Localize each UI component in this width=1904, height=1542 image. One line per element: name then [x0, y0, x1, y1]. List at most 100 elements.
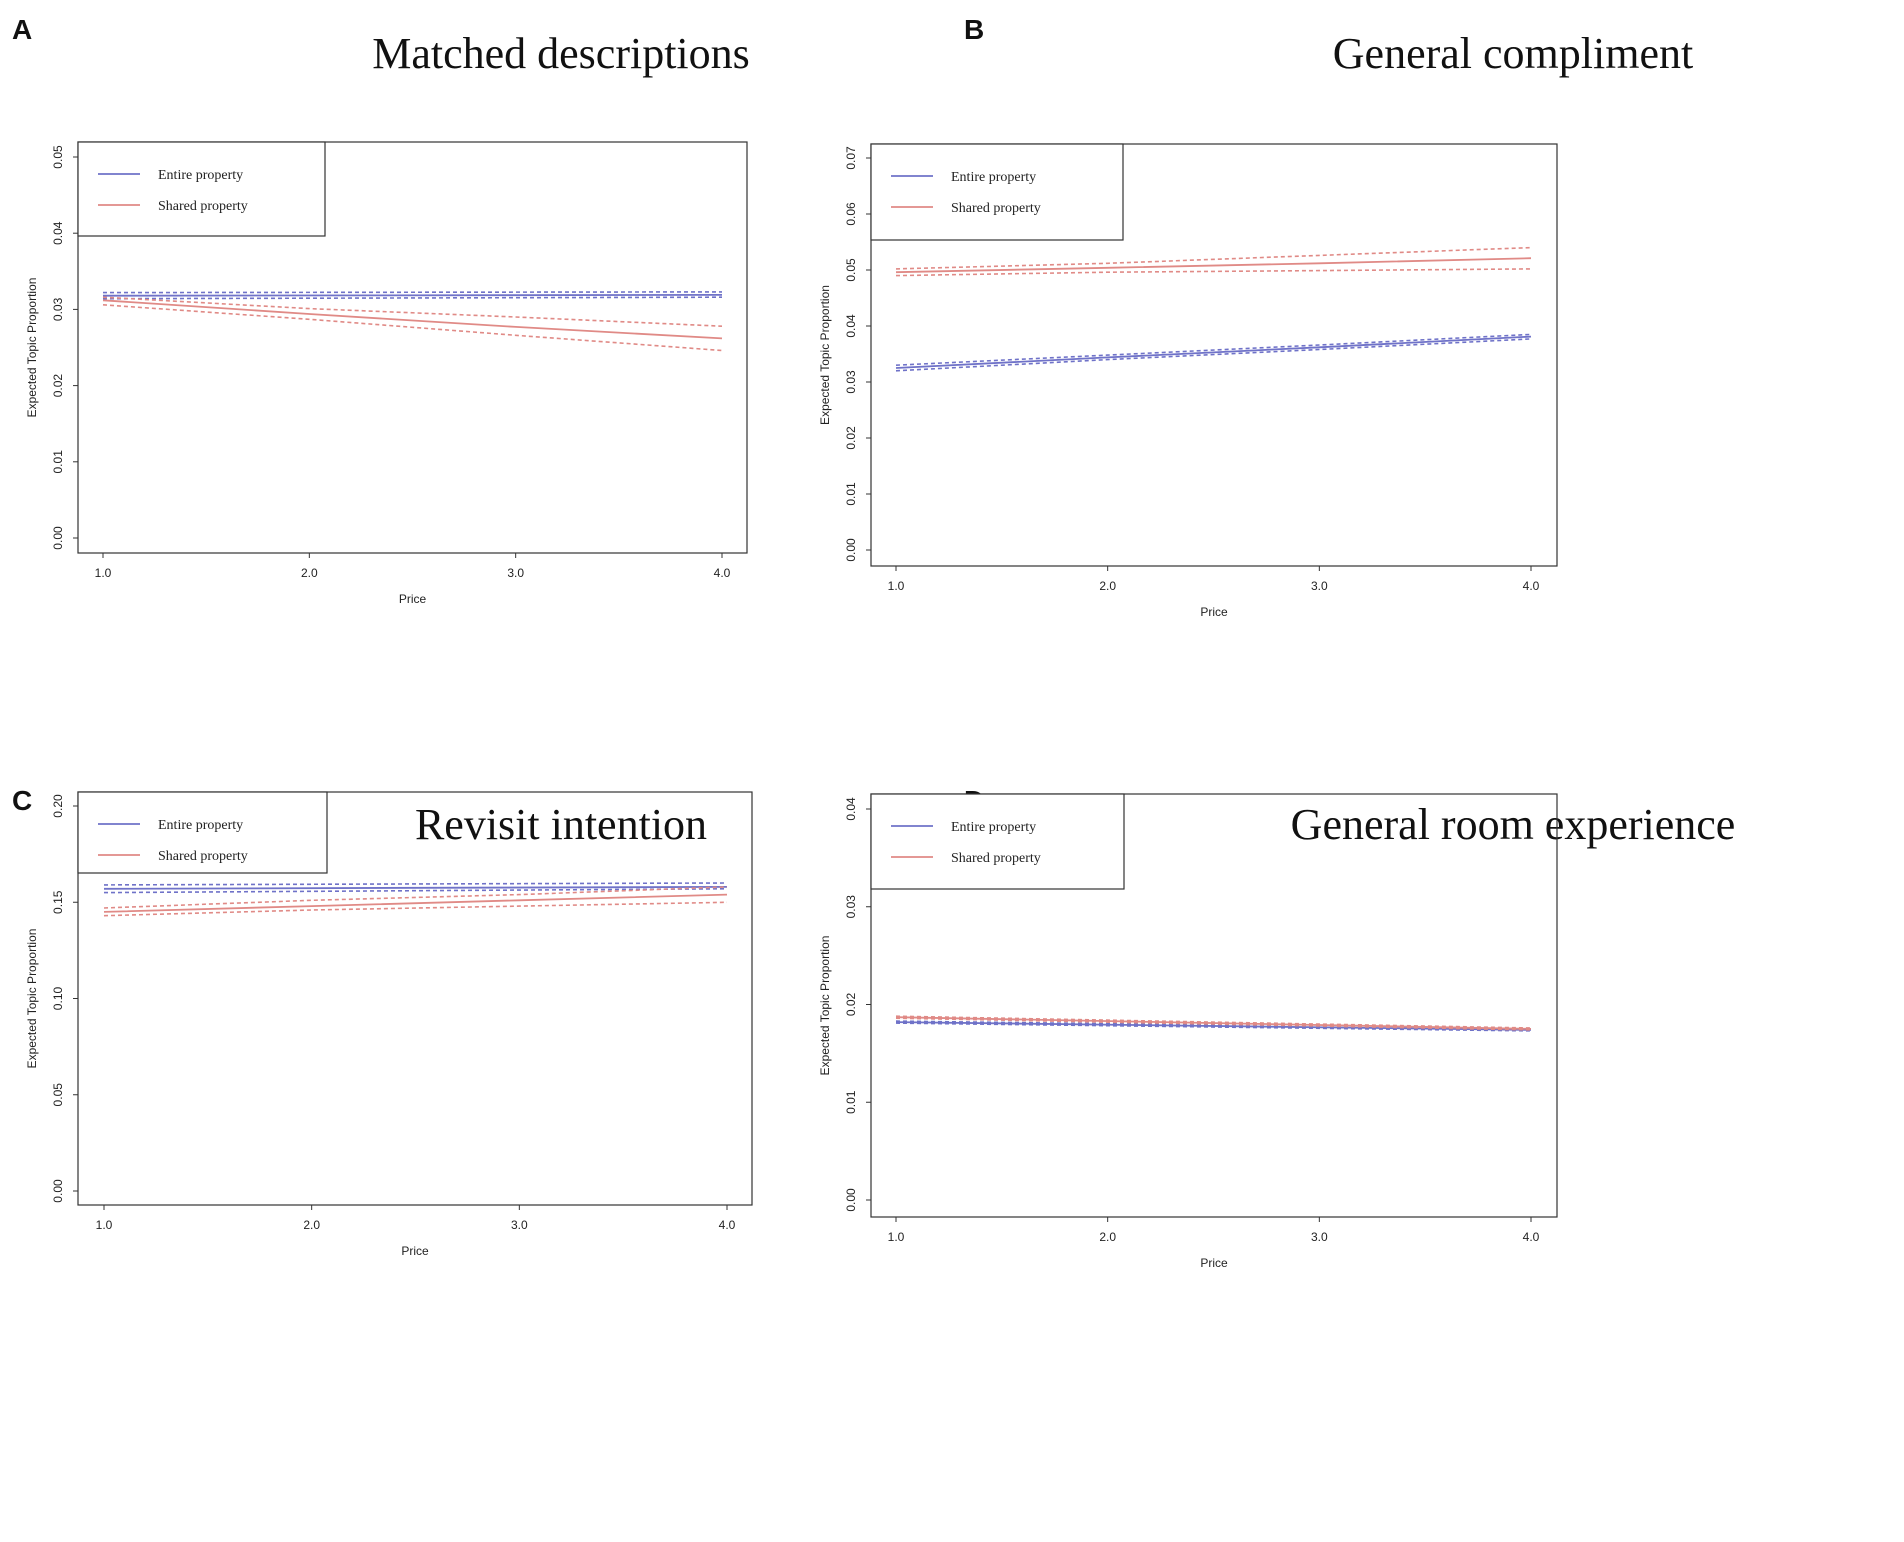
y-tick-label: 0.00	[51, 1179, 65, 1203]
lower-bound-line	[102, 296, 723, 300]
series-line	[895, 257, 1532, 274]
series-line	[103, 886, 728, 890]
lower-bound-line	[895, 268, 1532, 277]
panel-letter: C	[12, 785, 33, 816]
x-tick-label: 3.0	[1311, 579, 1328, 593]
x-tick-label: 3.0	[511, 1218, 528, 1232]
plot-frame	[870, 793, 1558, 1218]
chart-title: Revisit intention	[414, 800, 708, 849]
y-tick-label: 0.01	[844, 482, 858, 506]
x-tick-label: 1.0	[888, 579, 905, 593]
upper-bound-line	[895, 1015, 1532, 1029]
x-tick-label: 2.0	[1099, 1230, 1116, 1244]
y-tick-label: 0.02	[844, 426, 858, 450]
legend-box	[77, 791, 328, 874]
x-tick-label: 2.0	[303, 1218, 320, 1232]
y-tick-label: 0.07	[844, 146, 858, 170]
panel-b: B General compliment 1.0 2.0 3.0 4.0 0.00 0.0…	[818, 0, 1904, 771]
panel-letter: A	[12, 14, 33, 45]
lower-bound-line	[895, 338, 1532, 372]
x-tick-label: 1.0	[96, 1218, 113, 1232]
x-tick-label: 4.0	[719, 1218, 736, 1232]
x-tick-label: 1.0	[888, 1230, 905, 1244]
y-tick-label: 0.05	[51, 1083, 65, 1107]
y-tick-label: 0.05	[844, 258, 858, 282]
y-tick-label: 0.03	[51, 297, 65, 321]
chart-title: Matched descriptions	[372, 29, 750, 78]
legend-label: Entire property	[951, 170, 1036, 185]
y-axis-label: Expected Topic Proportion	[25, 929, 39, 1069]
x-tick-label: 1.0	[95, 566, 112, 580]
chart-general-room-experience: 1.0 2.0 3.0 4.0 0.00 0.01 0.02 0.03 0.04 Price Exp…	[818, 793, 1558, 1270]
series-line	[895, 1021, 1532, 1031]
y-tick-label: 0.02	[844, 992, 858, 1016]
y-tick-label: 0.04	[51, 221, 65, 245]
y-tick-label: 0.01	[844, 1090, 858, 1114]
chart-title: General room experience	[1290, 800, 1736, 849]
y-axis-label: Expected Topic Proportion	[818, 285, 832, 425]
y-tick-label: 0.04	[844, 797, 858, 821]
legend-label: Shared property	[951, 851, 1041, 866]
lower-bound-line	[102, 304, 723, 352]
legend-box	[77, 141, 326, 237]
chart-general-compliment: 1.0 2.0 3.0 4.0 0.00 0.01 0.02 0.03 0.04 0.05 0.06…	[818, 143, 1558, 619]
panel-c: C Revisit intention 1.0 2.0 3.0 4.0 0.00 0.05…	[0, 771, 952, 1542]
legend-label: Shared property	[158, 849, 248, 864]
y-tick-label: 0.04	[844, 314, 858, 338]
y-tick-label: 0.03	[844, 370, 858, 394]
chart-title: General compliment	[1332, 29, 1694, 78]
x-axis-label: Price	[401, 1244, 429, 1258]
y-tick-label: 0.20	[51, 794, 65, 818]
panel-letter: B	[964, 14, 985, 45]
series-line	[102, 299, 723, 340]
upper-bound-line	[102, 296, 723, 327]
plot-frame	[870, 143, 1558, 567]
y-tick-label: 0.06	[844, 202, 858, 226]
x-tick-label: 4.0	[1523, 1230, 1540, 1244]
plot-frame	[77, 141, 748, 554]
lower-bound-line	[103, 888, 728, 894]
upper-bound-line	[895, 246, 1532, 270]
legend-box	[870, 143, 1124, 241]
chart-matched-descriptions: 1.0 2.0 3.0 4.0 0.00 0.01 0.02 0.03 0.04 0.05 Pric…	[25, 141, 748, 606]
panel-a: A Matched descriptions 1.0 2.0 3.0 4.0 0.00 0…	[0, 0, 952, 771]
upper-bound-line	[103, 882, 728, 886]
series-line	[102, 293, 723, 297]
x-tick-label: 2.0	[301, 566, 318, 580]
y-axis-label: Expected Topic Proportion	[25, 278, 39, 418]
legend-box	[870, 793, 1125, 890]
x-axis-label: Price	[399, 592, 427, 606]
y-axis-label: Expected Topic Proportion	[818, 936, 832, 1076]
x-axis-label: Price	[1200, 605, 1228, 619]
legend-label: Entire property	[951, 820, 1036, 835]
x-axis-label: Price	[1200, 1256, 1228, 1270]
lower-bound-line	[103, 901, 728, 917]
series-line	[103, 893, 728, 913]
x-tick-label: 4.0	[1523, 579, 1540, 593]
y-tick-label: 0.02	[51, 374, 65, 398]
x-tick-label: 4.0	[714, 566, 731, 580]
chart-revisit-intention: 1.0 2.0 3.0 4.0 0.00 0.05 0.10 0.15 0.20 Price Exp…	[25, 791, 753, 1258]
lower-bound-line	[895, 1022, 1532, 1032]
panel-d: D General room experience 1.02.03.04.00.…	[818, 771, 1904, 1542]
legend-label: Entire property	[158, 168, 243, 183]
y-tick-label: 0.03	[844, 895, 858, 919]
y-tick-label: 0.15	[51, 890, 65, 914]
legend-label: Entire property	[158, 818, 243, 833]
x-tick-label: 2.0	[1099, 579, 1116, 593]
y-tick-label: 0.00	[51, 526, 65, 550]
legend-label: Shared property	[158, 199, 248, 214]
upper-bound-line	[895, 1020, 1532, 1030]
y-tick-label: 0.05	[51, 145, 65, 169]
legend-label: Shared property	[951, 201, 1041, 216]
series-line	[895, 1016, 1532, 1030]
y-tick-label: 0.00	[844, 1188, 858, 1212]
x-tick-label: 3.0	[507, 566, 524, 580]
upper-bound-line	[895, 333, 1532, 366]
upper-bound-line	[103, 886, 728, 909]
series-line	[895, 335, 1532, 369]
lower-bound-line	[895, 1017, 1532, 1031]
y-tick-label: 0.10	[51, 986, 65, 1010]
upper-bound-line	[102, 291, 723, 294]
y-tick-label: 0.01	[51, 450, 65, 474]
